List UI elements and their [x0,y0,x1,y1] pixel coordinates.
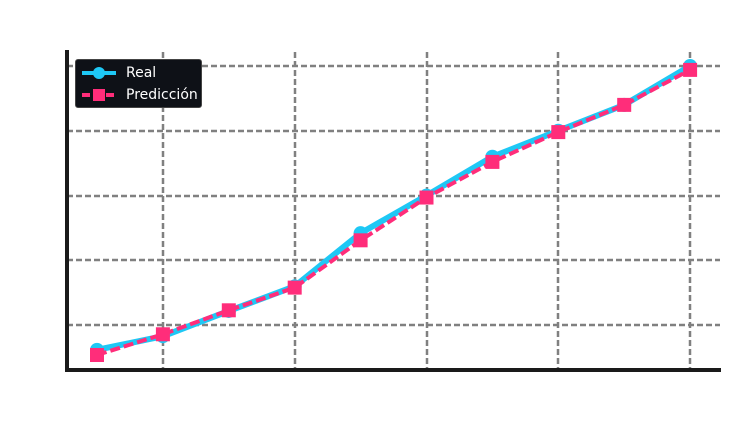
data-point-square [155,327,170,342]
data-point-square [353,233,368,248]
data-point-square [90,348,104,363]
data-point-square [617,97,632,112]
data-point-square [287,280,302,295]
data-point-square [485,154,500,169]
data-point-square [551,125,566,140]
legend-item-prediccion: Predicción [76,84,198,106]
legend-label: Predicción [126,87,198,103]
grid [67,52,720,370]
data-point-square [419,190,434,205]
data-point-square [683,62,698,77]
axes-spines [65,50,721,372]
legend-item-real: Real [76,62,156,84]
data-point-square [221,303,236,318]
circle-marker-icon [82,67,116,79]
square-marker-icon [82,89,116,101]
legend: Real Predicción [75,59,202,108]
series-prediccion [90,62,698,363]
legend-label: Real [126,65,157,81]
